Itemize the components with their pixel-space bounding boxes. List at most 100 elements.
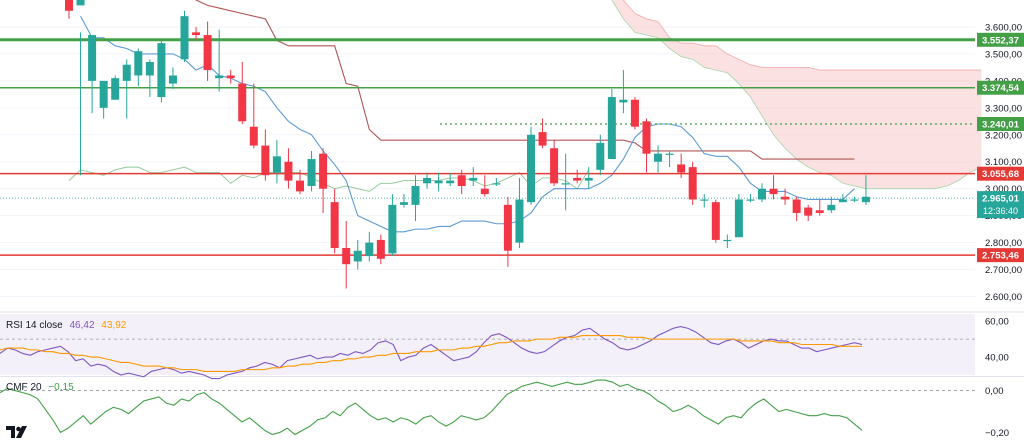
candle-body — [399, 202, 408, 205]
countdown-label: 12:36:40 — [983, 206, 1018, 216]
candle-body — [607, 97, 616, 160]
candle-body — [319, 153, 328, 189]
current-price-badge — [977, 191, 1024, 219]
candle-body — [180, 16, 189, 60]
candle-body — [538, 132, 547, 146]
kijun-line — [195, 0, 855, 160]
cmf-tick-label: 0,00 — [985, 386, 1004, 397]
candle-body — [734, 199, 743, 238]
price-level-label: 3.374,54 — [982, 83, 1020, 94]
candle-body — [827, 204, 836, 211]
candle-body — [446, 180, 455, 184]
candle-body — [630, 99, 639, 127]
rsi-tick-label: 60,00 — [985, 317, 1009, 328]
price-level-label: 3.055,68 — [982, 169, 1019, 180]
rsi-ma-line — [0, 334, 862, 372]
candle-body — [746, 199, 755, 201]
candle-body — [700, 199, 709, 201]
candle-body — [769, 188, 778, 195]
candle-body — [342, 248, 351, 265]
price-level-badge — [977, 32, 1024, 47]
candle-body — [353, 250, 362, 262]
candle-body — [65, 0, 73, 11]
candle-body — [665, 153, 674, 155]
rsi-tick-label: 40,00 — [985, 353, 1009, 364]
candle-body — [503, 204, 512, 251]
candle-body — [677, 164, 686, 173]
candle-body — [261, 145, 270, 176]
candle-body — [642, 121, 651, 154]
price-tick-label: 3.600,00 — [985, 22, 1022, 33]
candle-body — [469, 177, 478, 181]
candle-body — [654, 153, 663, 162]
rsi-title: RSI 14 close — [6, 320, 63, 331]
candle-body — [457, 175, 466, 186]
cmf-line — [0, 379, 863, 436]
candle-body — [145, 62, 154, 76]
price-tick-label: 3.500,00 — [985, 49, 1022, 60]
candle-body — [411, 186, 420, 205]
candle-body — [388, 204, 397, 254]
candle-body — [515, 199, 524, 243]
candle-body — [330, 202, 339, 248]
candle-body — [434, 180, 443, 184]
candle-body — [365, 242, 374, 257]
cmf-tick-label: −0,20 — [985, 428, 1009, 439]
candle-body — [272, 156, 281, 173]
candle-body — [758, 188, 766, 200]
current-price-label: 2.965,01 — [982, 194, 1020, 205]
candle-body — [815, 210, 824, 213]
candles — [65, 0, 870, 289]
price-tick-label: 3.000,00 — [985, 184, 1022, 195]
price-tick-label: 2.700,00 — [985, 265, 1022, 276]
price-tick-label: 3.200,00 — [985, 130, 1022, 141]
candle-body — [850, 199, 859, 201]
price-tick-label: 2.600,00 — [985, 292, 1022, 303]
rsi-ma-value: 43,92 — [101, 320, 127, 331]
candle-body — [134, 51, 143, 76]
lagging-line — [68, 166, 590, 192]
candle-body — [203, 35, 212, 71]
price-level-badge — [977, 166, 1024, 181]
indicator-panes — [0, 311, 1024, 436]
candle-body — [480, 188, 489, 195]
price-level-label: 2.753,46 — [982, 251, 1019, 262]
candle-body — [215, 75, 224, 79]
candle-body — [573, 177, 582, 181]
price-tick-label: 3.300,00 — [985, 103, 1022, 114]
candle-body — [238, 83, 247, 122]
candle-body — [423, 177, 432, 184]
price-level-label: 3.552,37 — [982, 35, 1019, 46]
cmf-title: CMF 20 — [6, 382, 42, 393]
cloud-upper-line — [621, 0, 982, 71]
candle-body — [157, 43, 166, 98]
cloud-area — [611, 0, 982, 189]
candle-body — [584, 177, 593, 181]
candle-body — [88, 35, 97, 81]
price-level-badge — [977, 248, 1024, 263]
candle-body — [492, 183, 501, 185]
candle-body — [711, 202, 720, 240]
candle-body — [619, 99, 628, 103]
candle-body — [284, 161, 293, 181]
price-level-badge — [977, 80, 1024, 95]
rsi-legend: RSI 14 close 46,42 43,92 — [6, 320, 130, 331]
rsi-line — [0, 325, 863, 380]
price-level-label: 3.240,01 — [982, 119, 1020, 130]
cloud-lower-line — [611, 0, 982, 190]
cmf-legend: CMF 20 −0,15 — [6, 382, 78, 393]
rsi-value: 46,42 — [69, 320, 95, 331]
candle-body — [723, 239, 732, 242]
candle-body — [688, 167, 697, 200]
price-tick-label: 2.800,00 — [985, 238, 1022, 249]
candle-body — [249, 126, 258, 146]
price-tick-label: 3.100,00 — [985, 157, 1022, 168]
candle-body — [296, 180, 304, 192]
candle-body — [76, 0, 85, 6]
candle-body — [804, 207, 813, 216]
candle-body — [527, 134, 535, 203]
candle-body — [792, 199, 801, 213]
candle-body — [226, 75, 235, 79]
tradingview-logo-icon — [6, 426, 27, 438]
